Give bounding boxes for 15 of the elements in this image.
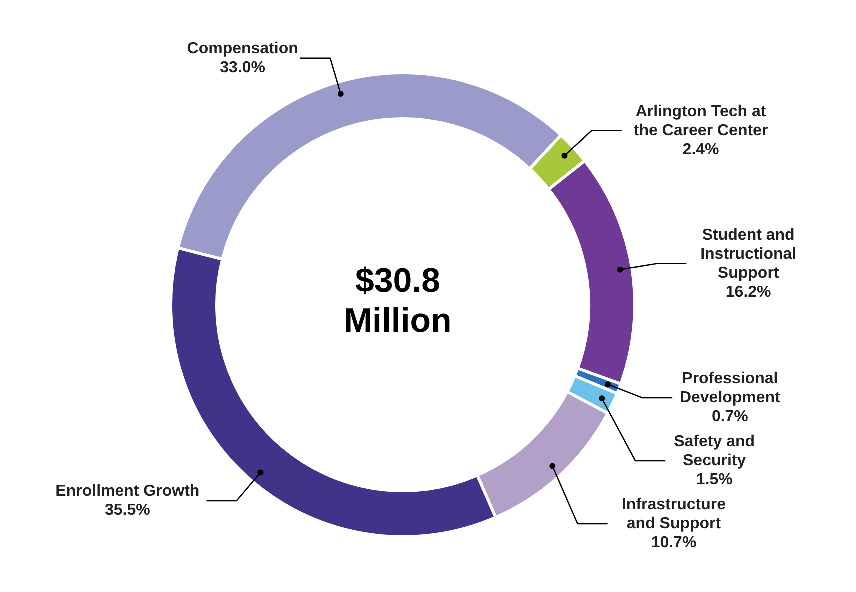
text: $30.8 Million bbox=[344, 262, 452, 340]
data-label: 35.5% bbox=[104, 502, 150, 520]
slice-label: Enrollment Growth bbox=[56, 483, 200, 500]
data-label: 0.7% bbox=[712, 408, 748, 426]
data-label: 33.0% bbox=[220, 59, 266, 76]
slice-label: Arlington Tech at the Career Center bbox=[634, 103, 768, 140]
data-label: 2.4% bbox=[682, 141, 720, 158]
slice-label: Student and Instructional Support bbox=[700, 226, 797, 282]
slice-label: Infrastructure and Support bbox=[622, 496, 726, 533]
data-label: 10.7% bbox=[651, 534, 697, 552]
slice-label: Safety and Security bbox=[674, 434, 756, 470]
slice-label: Compensation bbox=[187, 40, 298, 58]
slice-label: Professional Development bbox=[680, 370, 782, 407]
data-label: 16.2% bbox=[726, 284, 772, 301]
data-label: 1.5% bbox=[696, 472, 733, 489]
